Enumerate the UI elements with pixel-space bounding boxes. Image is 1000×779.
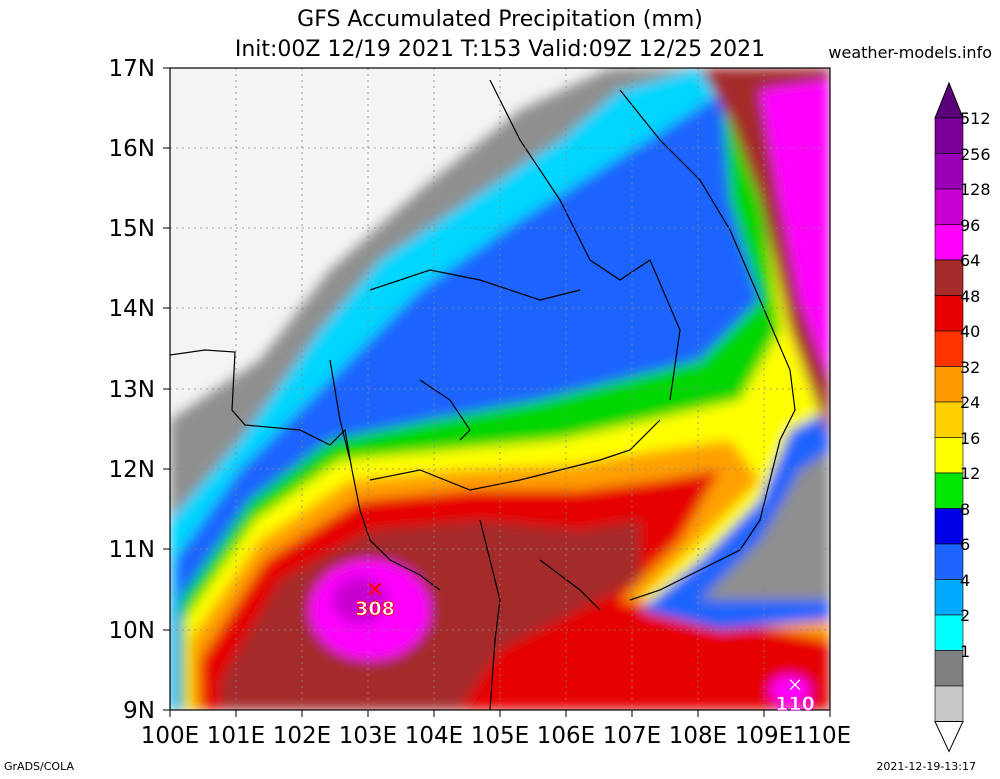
colorbar-swatch (934, 224, 964, 261)
colorbar-swatch (934, 259, 964, 296)
colorbar-label: 128 (960, 180, 991, 199)
lon-label: 110E (793, 723, 851, 749)
colorbar-swatch (934, 543, 964, 580)
lon-label: 107E (603, 723, 661, 749)
colorbar-bottom-arrow (934, 721, 964, 753)
colorbar (934, 81, 964, 753)
lat-label: 17N (109, 56, 155, 82)
lon-label: 106E (537, 723, 595, 749)
colorbar-label: 2 (960, 606, 970, 625)
colorbar-swatch (934, 508, 964, 545)
colorbar-label: 24 (960, 393, 980, 412)
colorbar-label: 40 (960, 322, 980, 341)
colorbar-label: 6 (960, 535, 970, 554)
colorbar-swatch (934, 117, 964, 154)
lat-label: 11N (109, 537, 155, 563)
lon-label: 104E (405, 723, 463, 749)
colorbar-swatch (934, 579, 964, 616)
lat-label: 14N (109, 296, 155, 322)
lat-label: 9N (123, 698, 155, 724)
colorbar-label: 8 (960, 500, 970, 519)
chart-title: GFS Accumulated Precipitation (mm) (297, 7, 703, 32)
timestamp: 2021-12-19-13:17 (876, 760, 976, 773)
maximum-marker-2: ✕ 110 (775, 673, 815, 716)
colorbar-swatch (934, 401, 964, 438)
colorbar-label: 64 (960, 251, 980, 270)
colorbar-swatch (934, 472, 964, 509)
colorbar-label: 256 (960, 145, 991, 164)
longitude-labels: 100E 101E 102E 103E 104E 105E 106E 107E … (141, 723, 851, 749)
lat-label: 10N (109, 618, 155, 644)
borders (170, 79, 796, 710)
colorbar-swatch (934, 614, 964, 651)
colorbar-swatch (934, 650, 964, 687)
lat-label: 16N (109, 136, 155, 162)
grid (170, 68, 830, 710)
max-label: 308 (355, 598, 395, 620)
colorbar-swatch (934, 153, 964, 190)
colorbar-top-arrow (934, 81, 964, 119)
precipitation-field (170, 68, 830, 710)
lon-label: 108E (669, 723, 727, 749)
max-cross-icon: ✕ (787, 673, 804, 697)
colorbar-swatch (934, 437, 964, 474)
latitude-labels: 17N 16N 15N 14N 13N 12N 11N 10N 9N (109, 56, 155, 724)
colorbar-label: 16 (960, 429, 980, 448)
colorbar-swatch (934, 366, 964, 403)
colorbar-label: 1 (960, 642, 970, 661)
colorbar-swatch (934, 685, 964, 722)
colorbar-label: 96 (960, 216, 980, 235)
lon-label: 103E (339, 723, 397, 749)
colorbar-label: 512 (960, 109, 991, 128)
lon-label: 100E (141, 723, 199, 749)
axis-ticks (163, 67, 831, 717)
colorbar-labels: 512 256 128 96 64 48 40 32 24 16 12 8 6 … (960, 109, 991, 661)
colorbar-swatch (934, 188, 964, 225)
grads-credit: GrADS/COLA (4, 760, 74, 773)
lon-label: 109E (735, 723, 793, 749)
lat-label: 13N (109, 377, 155, 403)
lat-label: 12N (109, 457, 155, 483)
lon-label: 105E (471, 723, 529, 749)
maximum-marker-1: ✕ 308 (355, 578, 395, 620)
lon-label: 101E (207, 723, 265, 749)
max-cross-icon: ✕ (366, 578, 384, 603)
colorbar-label: 4 (960, 571, 970, 590)
lat-label: 15N (109, 216, 155, 242)
colorbar-swatch (934, 295, 964, 332)
colorbar-label: 32 (960, 358, 980, 377)
colorbar-label: 12 (960, 464, 980, 483)
lon-label: 102E (273, 723, 331, 749)
max-label: 110 (775, 693, 815, 715)
colorbar-label: 48 (960, 287, 980, 306)
colorbar-swatch (934, 330, 964, 367)
site-label: weather-models.info (828, 43, 992, 62)
chart-subtitle: Init:00Z 12/19 2021 T:153 Valid:09Z 12/2… (234, 37, 766, 62)
